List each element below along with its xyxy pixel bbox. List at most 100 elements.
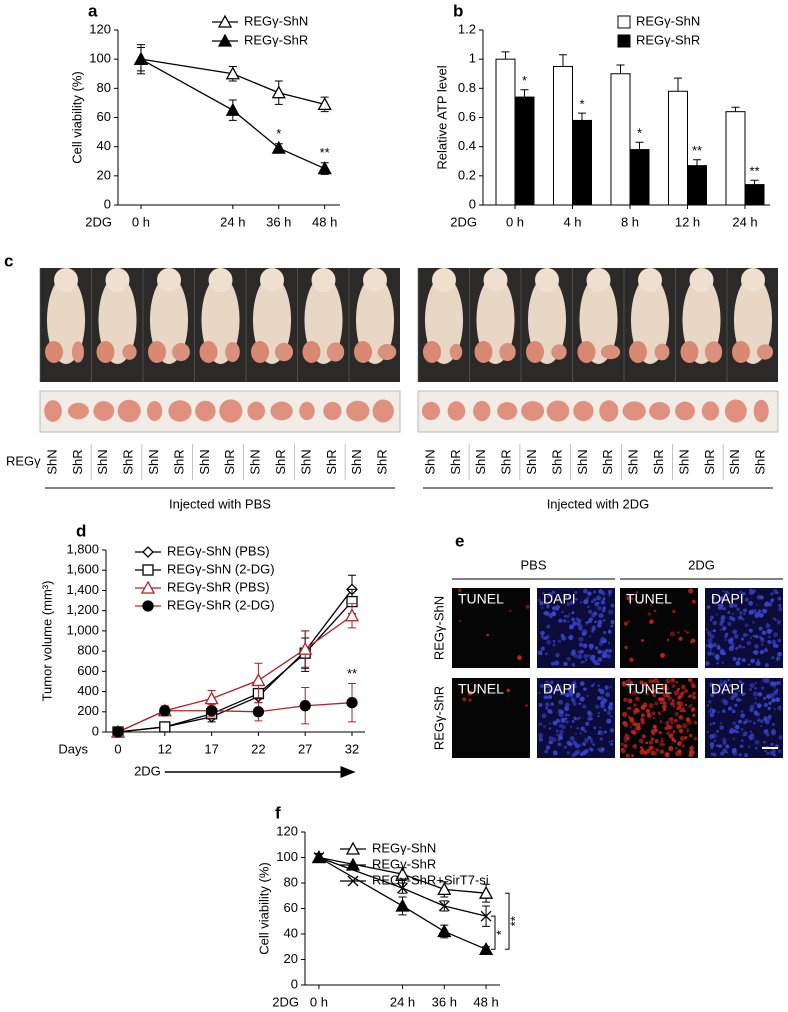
cell-dot (587, 736, 592, 740)
cell-dot (583, 729, 587, 733)
marker (478, 941, 494, 955)
cell-dot (630, 597, 634, 601)
y-tick-label: 80 (284, 874, 298, 889)
cell-dot (569, 693, 574, 698)
bar (572, 119, 592, 206)
cell-dot (722, 680, 728, 685)
cell-dot (722, 692, 725, 695)
cell-dot (679, 707, 684, 713)
cell-dot (517, 655, 522, 661)
cell-dot (692, 714, 695, 718)
cell-dot (689, 752, 694, 757)
cell-dot (754, 634, 758, 638)
cell-dot (537, 598, 541, 602)
group-label: ShN (626, 449, 641, 474)
cell-dot (606, 718, 612, 724)
cell-dot (574, 732, 577, 735)
mouse-head (208, 268, 233, 292)
bracket (491, 915, 496, 950)
legend-swatch (617, 15, 631, 29)
cell-dot (629, 725, 632, 729)
cell-dot (648, 678, 653, 684)
cell-dot (602, 597, 606, 601)
cell-dot (724, 638, 727, 641)
cell-dot (754, 681, 757, 685)
cell-dot (672, 609, 676, 614)
cell-dot (568, 742, 573, 747)
bar (668, 90, 688, 206)
cell-dot (540, 630, 545, 636)
cell-dot (599, 696, 605, 701)
cell-dot (597, 657, 603, 663)
cell-dot (754, 697, 757, 700)
cell-dot (741, 658, 746, 663)
cell-dot (733, 634, 739, 639)
cell-dot (652, 693, 656, 698)
cell-dot (754, 644, 759, 649)
cell-dot (676, 724, 681, 729)
cell-dot (539, 600, 544, 606)
stain-label: DAPI (711, 681, 744, 697)
cell-dot (546, 605, 550, 609)
cell-dot (607, 589, 613, 595)
cell-dot (734, 724, 740, 730)
cell-dot (649, 603, 652, 606)
excised-tumor (447, 401, 466, 421)
cell-dot (737, 657, 741, 661)
cell-dot (551, 737, 557, 742)
cell-dot (741, 682, 745, 686)
cell-dot (573, 684, 578, 689)
error-bar (501, 51, 510, 60)
cell-dot (601, 608, 606, 613)
cell-dot (706, 605, 711, 609)
group-label: ShN (146, 449, 161, 474)
mouse-head (483, 268, 508, 292)
cell-dot (558, 618, 563, 624)
cell-dot (706, 730, 709, 733)
tumor (704, 341, 723, 363)
cell-dot (738, 680, 742, 684)
cell-dot (777, 749, 782, 754)
bar (610, 73, 631, 206)
cell-dot (728, 616, 733, 620)
cell-dot (557, 742, 562, 747)
significance: * (276, 126, 281, 141)
cell-dot (777, 706, 782, 711)
cell-dot (607, 710, 611, 715)
legend-label: REGγ-ShR (PBS) (167, 579, 270, 594)
y-axis-label: Cell viability (%) (256, 862, 271, 954)
cell-dot (748, 601, 754, 606)
tumor (474, 341, 493, 363)
cell-dot (545, 690, 549, 694)
x-tick-label: 32 (345, 741, 359, 756)
cell-dot (743, 731, 748, 737)
cell-dot (594, 646, 599, 650)
tumor (499, 342, 516, 362)
cell-dot (710, 615, 714, 619)
cell-dot (546, 595, 550, 598)
legend-marker (345, 841, 361, 855)
cell-dot (650, 729, 656, 735)
cell-dot (643, 751, 648, 755)
cell-dot (596, 605, 602, 611)
cell-dot (740, 739, 744, 743)
row-label: REGγ (6, 453, 41, 468)
cell-dot (681, 744, 685, 748)
cell-dot (657, 711, 660, 714)
excised-tumor (195, 400, 216, 422)
cell-dot (748, 609, 754, 615)
cell-dot (738, 753, 742, 757)
y-tick-label: 1 (469, 51, 476, 66)
mouse-head (741, 268, 765, 292)
bar (495, 58, 516, 206)
tumor-photo (417, 390, 779, 433)
cell-dot (635, 591, 639, 594)
cell-dot (673, 718, 678, 723)
cell-dot (602, 638, 607, 643)
cell-dot (636, 726, 641, 731)
cell-dot (710, 746, 714, 749)
excised-tumor (67, 402, 89, 420)
y-tick-label: 1.2 (458, 21, 476, 36)
bar (553, 65, 573, 206)
